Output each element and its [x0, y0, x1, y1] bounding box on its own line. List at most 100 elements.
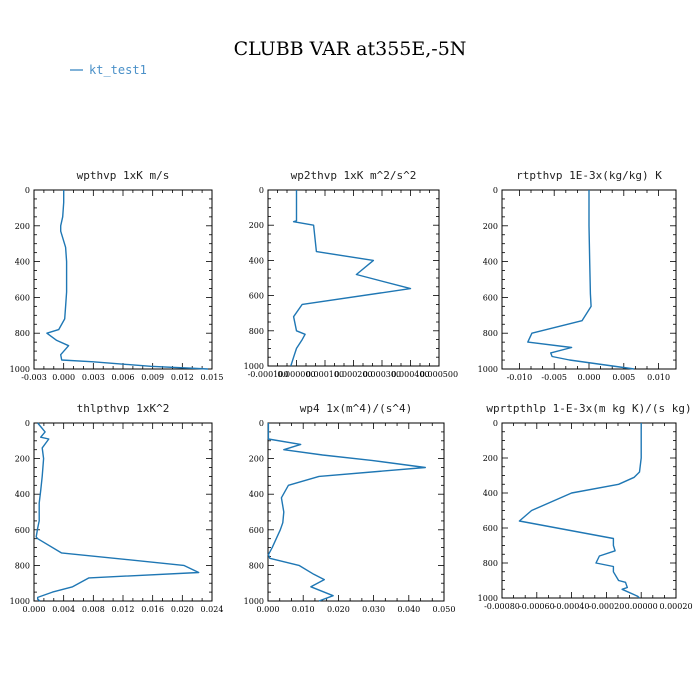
x-tick-label: 0.000 — [23, 605, 46, 614]
chart-panel-6: wprtpthlp 1-E-3x(m kg K)/(s kg)-0.00080-… — [478, 402, 693, 611]
y-tick-label: 0 — [25, 186, 30, 195]
chart-panel-1: wpthvp 1xK m/s -0.003 0.000 0.003 0.006 0.009… — [10, 169, 224, 382]
x-tick-label: 0.003 — [82, 373, 105, 382]
plot-frame — [267, 189, 440, 367]
y-tick-label: 800 — [483, 559, 498, 568]
x-tick-label: 0.009 — [141, 373, 164, 382]
y-tick-label: 200 — [15, 222, 30, 231]
x-tick-label: 0.005 — [612, 373, 635, 382]
legend-label: kt_test1 — [89, 63, 147, 77]
panel-title: thlpthvp 1xK^2 — [77, 402, 170, 415]
x-tick-label: 0.000 — [52, 373, 75, 382]
y-tick-label: 800 — [483, 329, 498, 338]
y-tick-label: 0 — [259, 186, 264, 195]
x-tick-label: 0.010 — [292, 605, 315, 614]
y-tick-label: 600 — [483, 524, 498, 533]
y-tick-label: 1000 — [244, 362, 264, 371]
x-tick-label: 0.000300 — [363, 370, 401, 379]
x-tick-label: 0.000 — [257, 605, 280, 614]
y-tick-label: 600 — [483, 293, 498, 302]
x-tick-label: 0.006 — [112, 373, 135, 382]
x-tick-label: 0.004 — [52, 605, 75, 614]
plot-frame — [33, 422, 213, 602]
y-tick-label: 600 — [249, 292, 264, 301]
x-tick-label: -0.00060 — [519, 602, 555, 611]
x-tick-label: 0.012 — [112, 605, 135, 614]
x-tick-label: -0.00020 — [589, 602, 625, 611]
x-tick-label: 0.010 — [647, 373, 670, 382]
panel-title: wprtpthlp 1-E-3x(m kg K)/(s kg) — [486, 402, 691, 415]
x-tick-label: 0.00000 — [625, 602, 658, 611]
chart-panel-3: rtpthvp 1E-3x(kg/kg) K -0.010 -0.005 0.000 0… — [478, 169, 677, 382]
x-tick-label: 0.016 — [141, 605, 164, 614]
x-tick-label: 0.000100 — [306, 370, 344, 379]
x-tick-label: 0.040 — [397, 605, 420, 614]
x-tick-label: 0.008 — [82, 605, 105, 614]
y-tick-label: 0 — [259, 419, 264, 428]
x-tick-label: -0.000100 — [248, 370, 289, 379]
x-tick-label: 0.030 — [362, 605, 385, 614]
x-tick-label: 0.015 — [201, 373, 224, 382]
x-tick-label: -0.00080 — [484, 602, 520, 611]
x-tick-label: 0.050 — [433, 605, 456, 614]
x-tick-label: -0.010 — [507, 373, 533, 382]
y-tick-label: 200 — [249, 221, 264, 230]
y-tick-label: 200 — [483, 222, 498, 231]
figure-title: CLUBB VAR at355E,-5N — [234, 38, 467, 60]
x-tick-label: 0.024 — [201, 605, 224, 614]
x-tick-label: 0.012 — [171, 373, 194, 382]
y-tick-label: 800 — [249, 327, 264, 336]
y-tick-label: 200 — [15, 455, 30, 464]
plot-grid: wpthvp 1xK m/s -0.003 0.000 0.003 0.006 0.009… — [10, 169, 693, 614]
y-tick-label: 600 — [249, 526, 264, 535]
panel-title: wp4 1x(m^4)/(s^4) — [300, 402, 413, 415]
y-tick-label: 400 — [249, 256, 264, 265]
series-line-kt-test1 — [518, 423, 642, 599]
x-tick-label: 0.00020 — [659, 602, 692, 611]
y-tick-label: 1000 — [478, 365, 498, 374]
y-tick-label: 400 — [15, 258, 30, 267]
x-tick-label: 0.020 — [327, 605, 350, 614]
y-tick-label: 800 — [249, 561, 264, 570]
plot-frame — [267, 422, 445, 602]
y-tick-label: 600 — [15, 526, 30, 535]
plot-frame — [501, 422, 677, 599]
chart-panel-4: thlpthvp 1xK^2 0.000 0.004 0.008 0.012 0.016 0… — [10, 402, 224, 614]
y-tick-label: 400 — [15, 490, 30, 499]
series-line-kt-test1 — [290, 190, 412, 367]
y-tick-label: 200 — [249, 455, 264, 464]
y-tick-label: 0 — [493, 186, 498, 195]
y-tick-label: 400 — [483, 489, 498, 498]
y-tick-label: 1000 — [10, 597, 30, 606]
series-line-kt-test1 — [527, 190, 635, 370]
x-tick-label: 0.000400 — [391, 370, 429, 379]
x-tick-label: -0.00040 — [554, 602, 590, 611]
y-tick-label: 1000 — [244, 597, 264, 606]
y-tick-label: 200 — [483, 454, 498, 463]
y-tick-label: 1000 — [478, 594, 498, 603]
legend: kt_test1 — [70, 63, 147, 77]
x-tick-label: 0.020 — [171, 605, 194, 614]
y-tick-label: 600 — [15, 293, 30, 302]
x-tick-label: 0.000500 — [420, 370, 458, 379]
y-tick-label: 400 — [249, 490, 264, 499]
x-tick-label: 0.000000 — [277, 370, 315, 379]
x-tick-label: -0.005 — [541, 373, 567, 382]
y-tick-label: 0 — [493, 419, 498, 428]
x-tick-label: -0.003 — [21, 373, 47, 382]
series-line-kt-test1 — [46, 190, 209, 370]
x-tick-label: 0.000200 — [334, 370, 372, 379]
y-tick-label: 0 — [25, 419, 30, 428]
y-tick-label: 800 — [15, 561, 30, 570]
panel-title: wp2thvp 1xK m^2/s^2 — [291, 169, 417, 182]
y-tick-label: 800 — [15, 329, 30, 338]
y-tick-label: 1000 — [10, 365, 30, 374]
panel-title: rtpthvp 1E-3x(kg/kg) K — [516, 169, 662, 182]
chart-panel-5: wp4 1x(m^4)/(s^4) 0.000 0.010 0.020 0.030 0.0… — [244, 402, 456, 614]
chart-panel-2: wp2thvp 1xK m^2/s^2-0.0001000.0000000.00… — [244, 169, 458, 379]
y-tick-label: 400 — [483, 258, 498, 267]
x-tick-label: 0.000 — [578, 373, 601, 382]
panel-title: wpthvp 1xK m/s — [77, 169, 170, 182]
series-line-kt-test1 — [35, 422, 200, 602]
